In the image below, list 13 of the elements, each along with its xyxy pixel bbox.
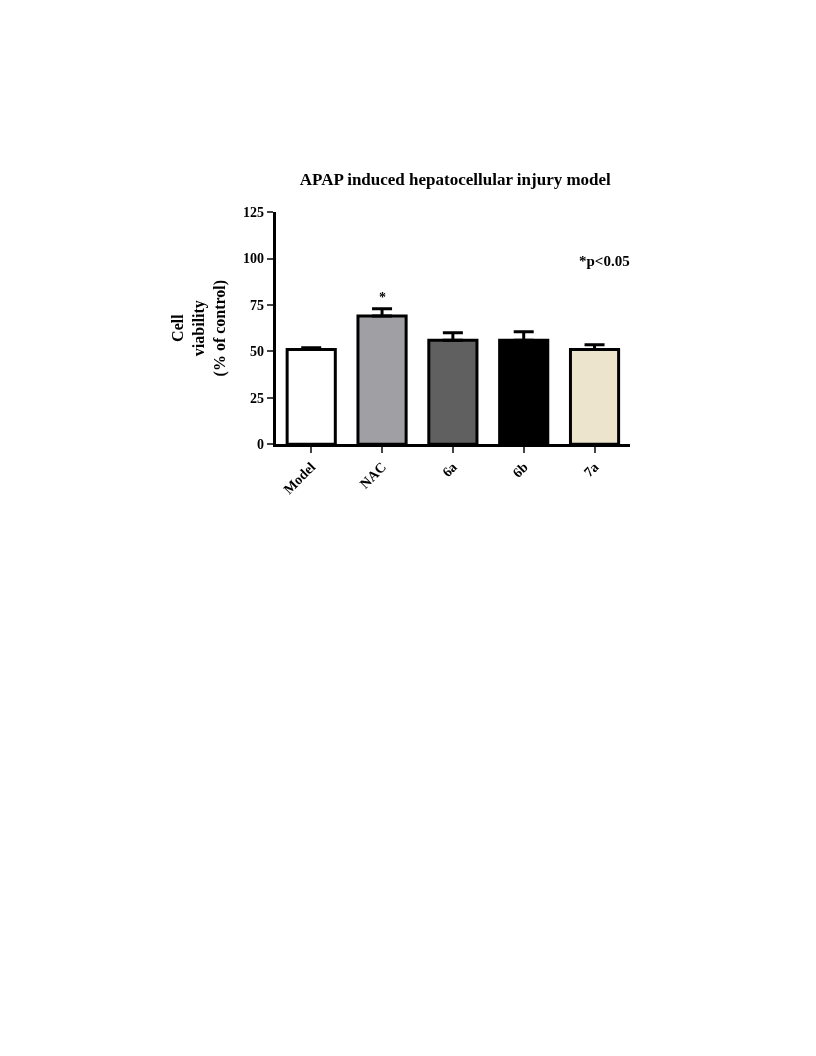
x-tick-label: 6b: [509, 459, 531, 481]
annotation: *: [379, 290, 386, 305]
y-tick-label: 125: [243, 204, 265, 220]
chart-title: APAP induced hepatocellular injury model: [299, 170, 612, 190]
annotation: *p<0.05: [579, 253, 630, 269]
y-axis-title: Cell viability (% of control): [169, 279, 229, 377]
y-tick-label: 0: [257, 437, 265, 453]
y-tick-label: 50: [250, 344, 265, 360]
y-tick-label: 75: [250, 297, 265, 313]
x-tick-label: 7a: [581, 459, 602, 480]
x-tick-label: 6a: [439, 459, 460, 480]
y-tick-label: 100: [243, 251, 265, 267]
y-tick-label: 25: [250, 390, 265, 406]
